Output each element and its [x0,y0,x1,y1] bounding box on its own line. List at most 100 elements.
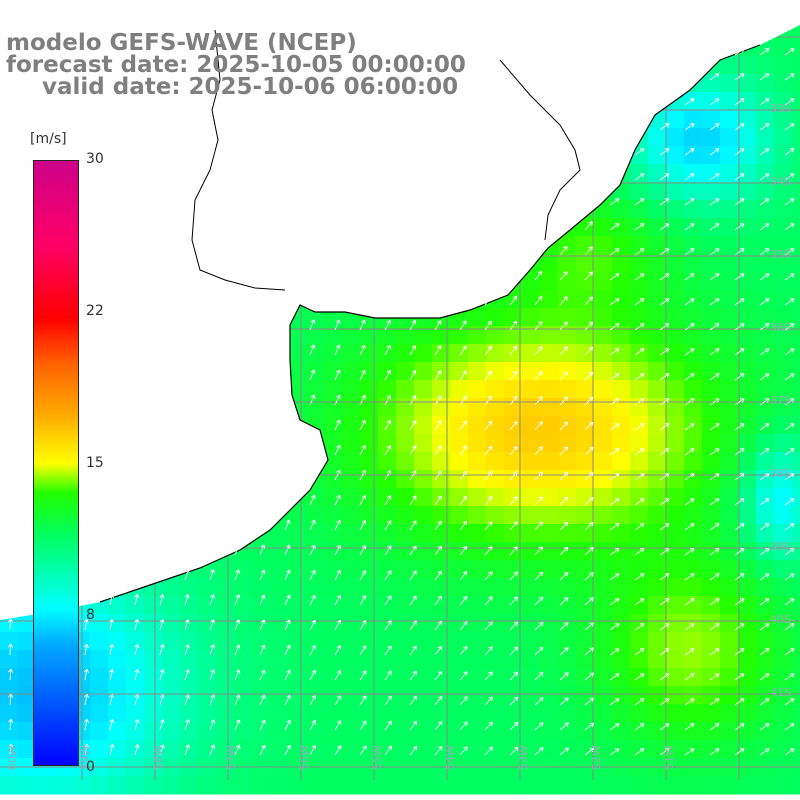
speed-cell [648,776,667,795]
speed-cell [756,110,775,129]
speed-cell [738,92,757,111]
speed-cell [684,110,703,129]
wind-arrow [784,548,795,556]
wind-arrow [334,394,341,406]
wind-arrow [609,373,620,381]
speed-cell [540,452,559,471]
wind-arrow [384,620,392,631]
wind-arrow [334,720,342,731]
speed-cell [684,578,703,597]
wind-arrow [434,420,442,431]
speed-cell [234,668,253,687]
speed-cell [792,236,800,255]
speed-cell [522,686,541,705]
speed-cell [18,614,37,633]
wind-arrow [434,495,442,506]
speed-cell [792,182,800,201]
speed-cell [126,596,145,615]
wind-arrow [484,470,493,481]
speed-cell [144,596,163,615]
speed-cell [342,560,361,579]
speed-cell [522,362,541,381]
speed-cell [648,560,667,579]
speed-cell [702,776,721,795]
speed-cell [702,218,721,237]
speed-cell [630,650,649,669]
speed-cell [648,326,667,345]
speed-cell [774,56,793,75]
speed-cell [792,704,800,723]
wind-arrow [7,618,13,631]
speed-cell [144,776,163,795]
speed-cell [342,632,361,651]
wind-arrow [434,445,442,456]
wind-arrow [734,98,745,106]
speed-cell [468,596,487,615]
speed-cell [558,434,577,453]
speed-cell [522,434,541,453]
speed-cell [774,272,793,291]
wind-arrow [634,598,645,606]
speed-cell [324,434,343,453]
speed-cell [324,704,343,723]
speed-cell [648,290,667,309]
wind-arrow [109,743,115,756]
wind-arrow [484,496,493,506]
speed-cell [342,344,361,363]
wind-arrow [659,323,670,331]
wind-arrow [359,695,367,706]
speed-cell [720,362,739,381]
speed-cell [288,668,307,687]
speed-cell [378,578,397,597]
speed-cell [486,776,505,795]
speed-cell [450,380,469,399]
speed-cell [630,398,649,417]
wind-arrow [459,395,467,406]
title-forecast-date: forecast date: 2025-10-05 00:00:00 [6,52,466,78]
speed-cell [666,146,685,165]
wind-arrow [484,671,493,681]
wind-arrow [384,394,392,406]
speed-cell [450,398,469,417]
speed-cell [558,524,577,543]
wind-arrow [484,445,493,456]
speed-cell [378,380,397,399]
wind-arrow [709,73,720,81]
wind-arrow [534,747,544,756]
wind-arrow [684,548,695,556]
speed-cell [648,542,667,561]
speed-cell [216,704,235,723]
speed-cell [360,686,379,705]
speed-cell [306,326,325,345]
speed-cell [414,506,433,525]
speed-cell [558,380,577,399]
speed-cell [0,740,19,759]
speed-cell [432,650,451,669]
speed-cell [234,614,253,633]
speed-cell [738,398,757,417]
wind-arrow [584,346,594,356]
speed-cell [270,686,289,705]
wind-arrow [309,644,316,656]
speed-cell [396,596,415,615]
speed-cell [324,578,343,597]
wind-arrow [509,521,518,531]
speed-cell [756,614,775,633]
wind-arrow [609,723,620,731]
speed-cell [774,218,793,237]
speed-cell [324,326,343,345]
speed-cell [702,182,721,201]
speed-cell [0,704,19,723]
wind-arrow [309,494,316,506]
speed-cell [252,776,271,795]
speed-cell [666,398,685,417]
speed-cell [576,326,595,345]
wind-arrow [734,248,745,256]
speed-cell [288,686,307,705]
speed-cell [774,434,793,453]
longitude-labels: 60W 59W 58W 57W 56W 55W 54W 53W 52W 51W [6,745,676,770]
speed-cell [450,632,469,651]
wind-arrow [784,48,795,56]
speed-cell [486,578,505,597]
speed-cell [360,776,379,795]
